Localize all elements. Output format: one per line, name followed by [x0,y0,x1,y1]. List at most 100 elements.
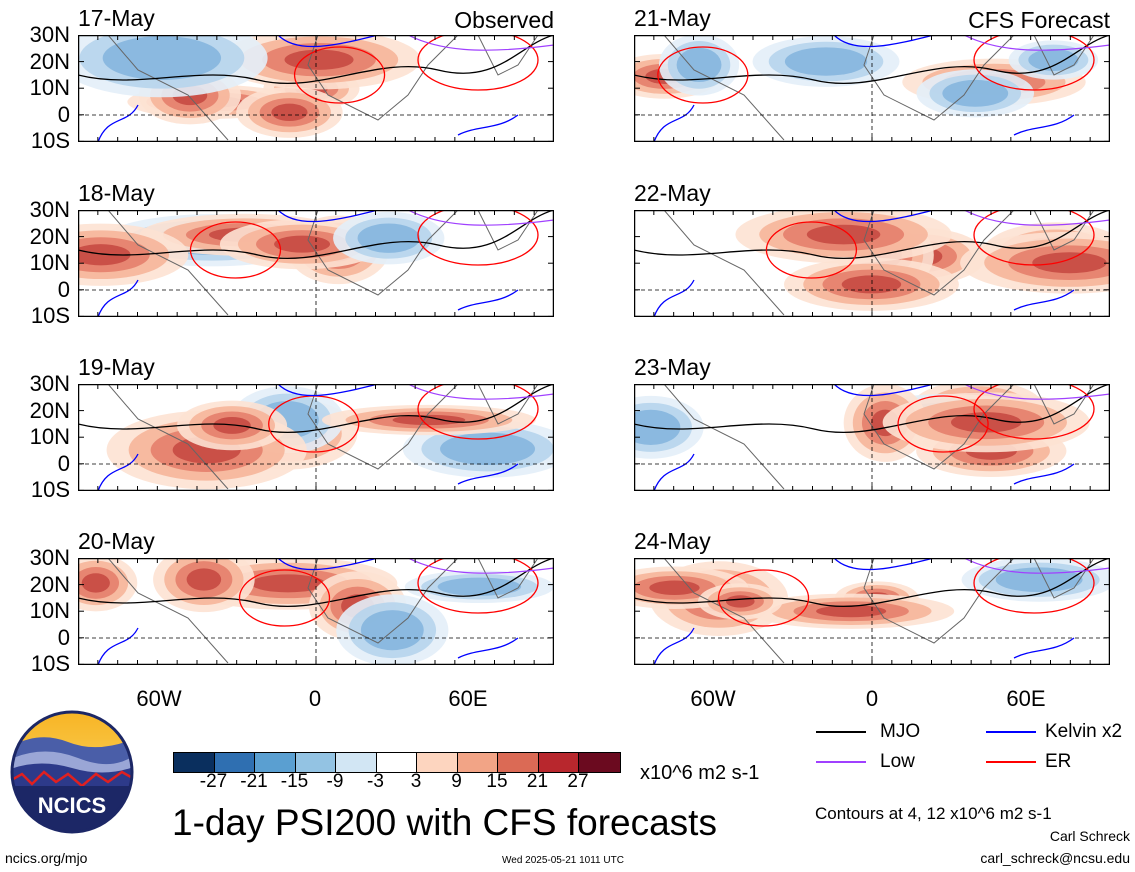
panel-date: 19-May [78,354,155,380]
legend-swatch-mjo [816,731,866,733]
colorbar-swatch [214,753,255,772]
er-contour [417,35,539,91]
y-tick-label: 10S [30,477,70,503]
map-panel-23-may [634,384,1110,491]
er-contour [973,35,1095,91]
colorbar-tick-label: 15 [486,771,508,792]
colorbar-swatch [376,753,417,772]
mjo-contour [634,558,1110,608]
y-tick-label: 20N [29,397,70,423]
map-panel-18-may [78,210,554,317]
chart-title: 1-day PSI200 with CFS forecasts [172,802,717,843]
contours-note: Contours at 4, 12 x10^6 m2 s-1 [815,804,1052,823]
er-contour [417,384,539,440]
y-tick-label: 30N [29,545,70,570]
map-panel-19-may [78,384,554,491]
coastlines [663,558,1095,664]
panel-date: 20-May [78,528,155,554]
colorbar-swatch [255,753,296,772]
map-panel-22-may [634,210,1110,317]
y-tick-label: 0 [57,450,70,476]
x-tick-60e-right: 60E [1006,686,1046,711]
colorbar-tick-label: 27 [567,771,589,792]
map-panel-21-may [634,35,1110,142]
site-link[interactable]: ncics.org/mjo [5,850,88,866]
colorbar-tick-label: -3 [367,771,384,792]
er-contour [897,395,989,453]
legend-label-er: ER [1045,751,1072,772]
colorbar-swatch [174,753,215,772]
map-panel-24-may [634,558,1110,665]
colorbar-units: x10^6 m2 s-1 [640,762,760,784]
er-contour [973,558,1095,614]
logo-text: NCICS [38,793,106,818]
kelvin-contour [653,35,1075,142]
mjo-contour [634,384,1110,434]
kelvin-contour [653,210,1075,317]
colorbar-swatch [417,753,458,772]
map-panel-20-may [78,558,554,665]
er-contour [189,221,282,279]
colorbar-swatch [579,753,620,772]
psi-map [78,35,554,142]
er-contour [765,221,858,279]
low-contour [963,384,1110,400]
low-contour [963,210,1110,226]
x-tick-60e-left: 60E [448,686,488,711]
coastlines [107,384,539,490]
er-contour [657,46,749,104]
coastlines [107,210,539,316]
y-tick-label: 30N [29,371,70,396]
coastlines [663,210,1095,316]
y-tick-label: 10S [30,303,70,329]
mjo-contour [634,35,1110,85]
legend-swatch-low [816,761,866,763]
kelvin-contour [653,384,1075,491]
colorbar-tick-label: -27 [199,771,228,792]
author: Carl Schreck [1049,828,1130,844]
coastlines [107,558,539,664]
map-panel-17-may [78,35,554,142]
er-contour [293,46,386,104]
psi-map [634,558,1110,665]
psi-map [78,210,554,317]
psi-map [78,384,554,491]
y-tick-label: 10N [29,75,70,101]
y-tick-label: 20N [29,48,70,74]
y-tick-label: 10N [29,424,70,450]
colorbar-swatch [336,753,377,772]
x-tick-60w-right: 60W [690,686,736,711]
x-tick-0-left: 0 [308,686,322,711]
y-tick-label: 10N [29,598,70,624]
y-tick-label: 0 [57,101,70,127]
psi-map [634,210,1110,317]
y-tick-label: 10N [29,250,70,276]
er-contour [417,558,539,614]
kelvin-contour [97,210,519,317]
forecast-header: CFS Forecast [968,7,1110,33]
low-contour [407,384,554,400]
panel-date: 17-May [78,5,155,31]
timestamp: Wed 2025-05-21 1011 UTC [502,855,624,866]
legend-swatch-kelvin [986,731,1036,733]
coastlines [663,384,1095,490]
colorbar-swatch [498,753,539,772]
email: carl_schreck@ncsu.edu [980,850,1130,866]
psi-map [634,384,1110,491]
legend-label-low: Low [880,751,915,772]
mjo-contour [78,384,554,434]
low-contour [963,35,1110,51]
x-tick-60w-left: 60W [136,686,182,711]
mjo-contour [78,35,554,85]
observed-header: Observed [454,7,554,33]
low-contour [407,35,554,51]
kelvin-contour [97,35,519,142]
colorbar-tick-label: 21 [526,771,549,792]
colorbar-tick-label: -9 [326,771,344,792]
y-tick-label: 30N [29,197,70,222]
y-tick-label: 10S [30,128,70,154]
psi-map [78,558,554,665]
er-contour [417,210,539,266]
er-contour [717,569,810,627]
y-tick-label: 0 [57,276,70,302]
